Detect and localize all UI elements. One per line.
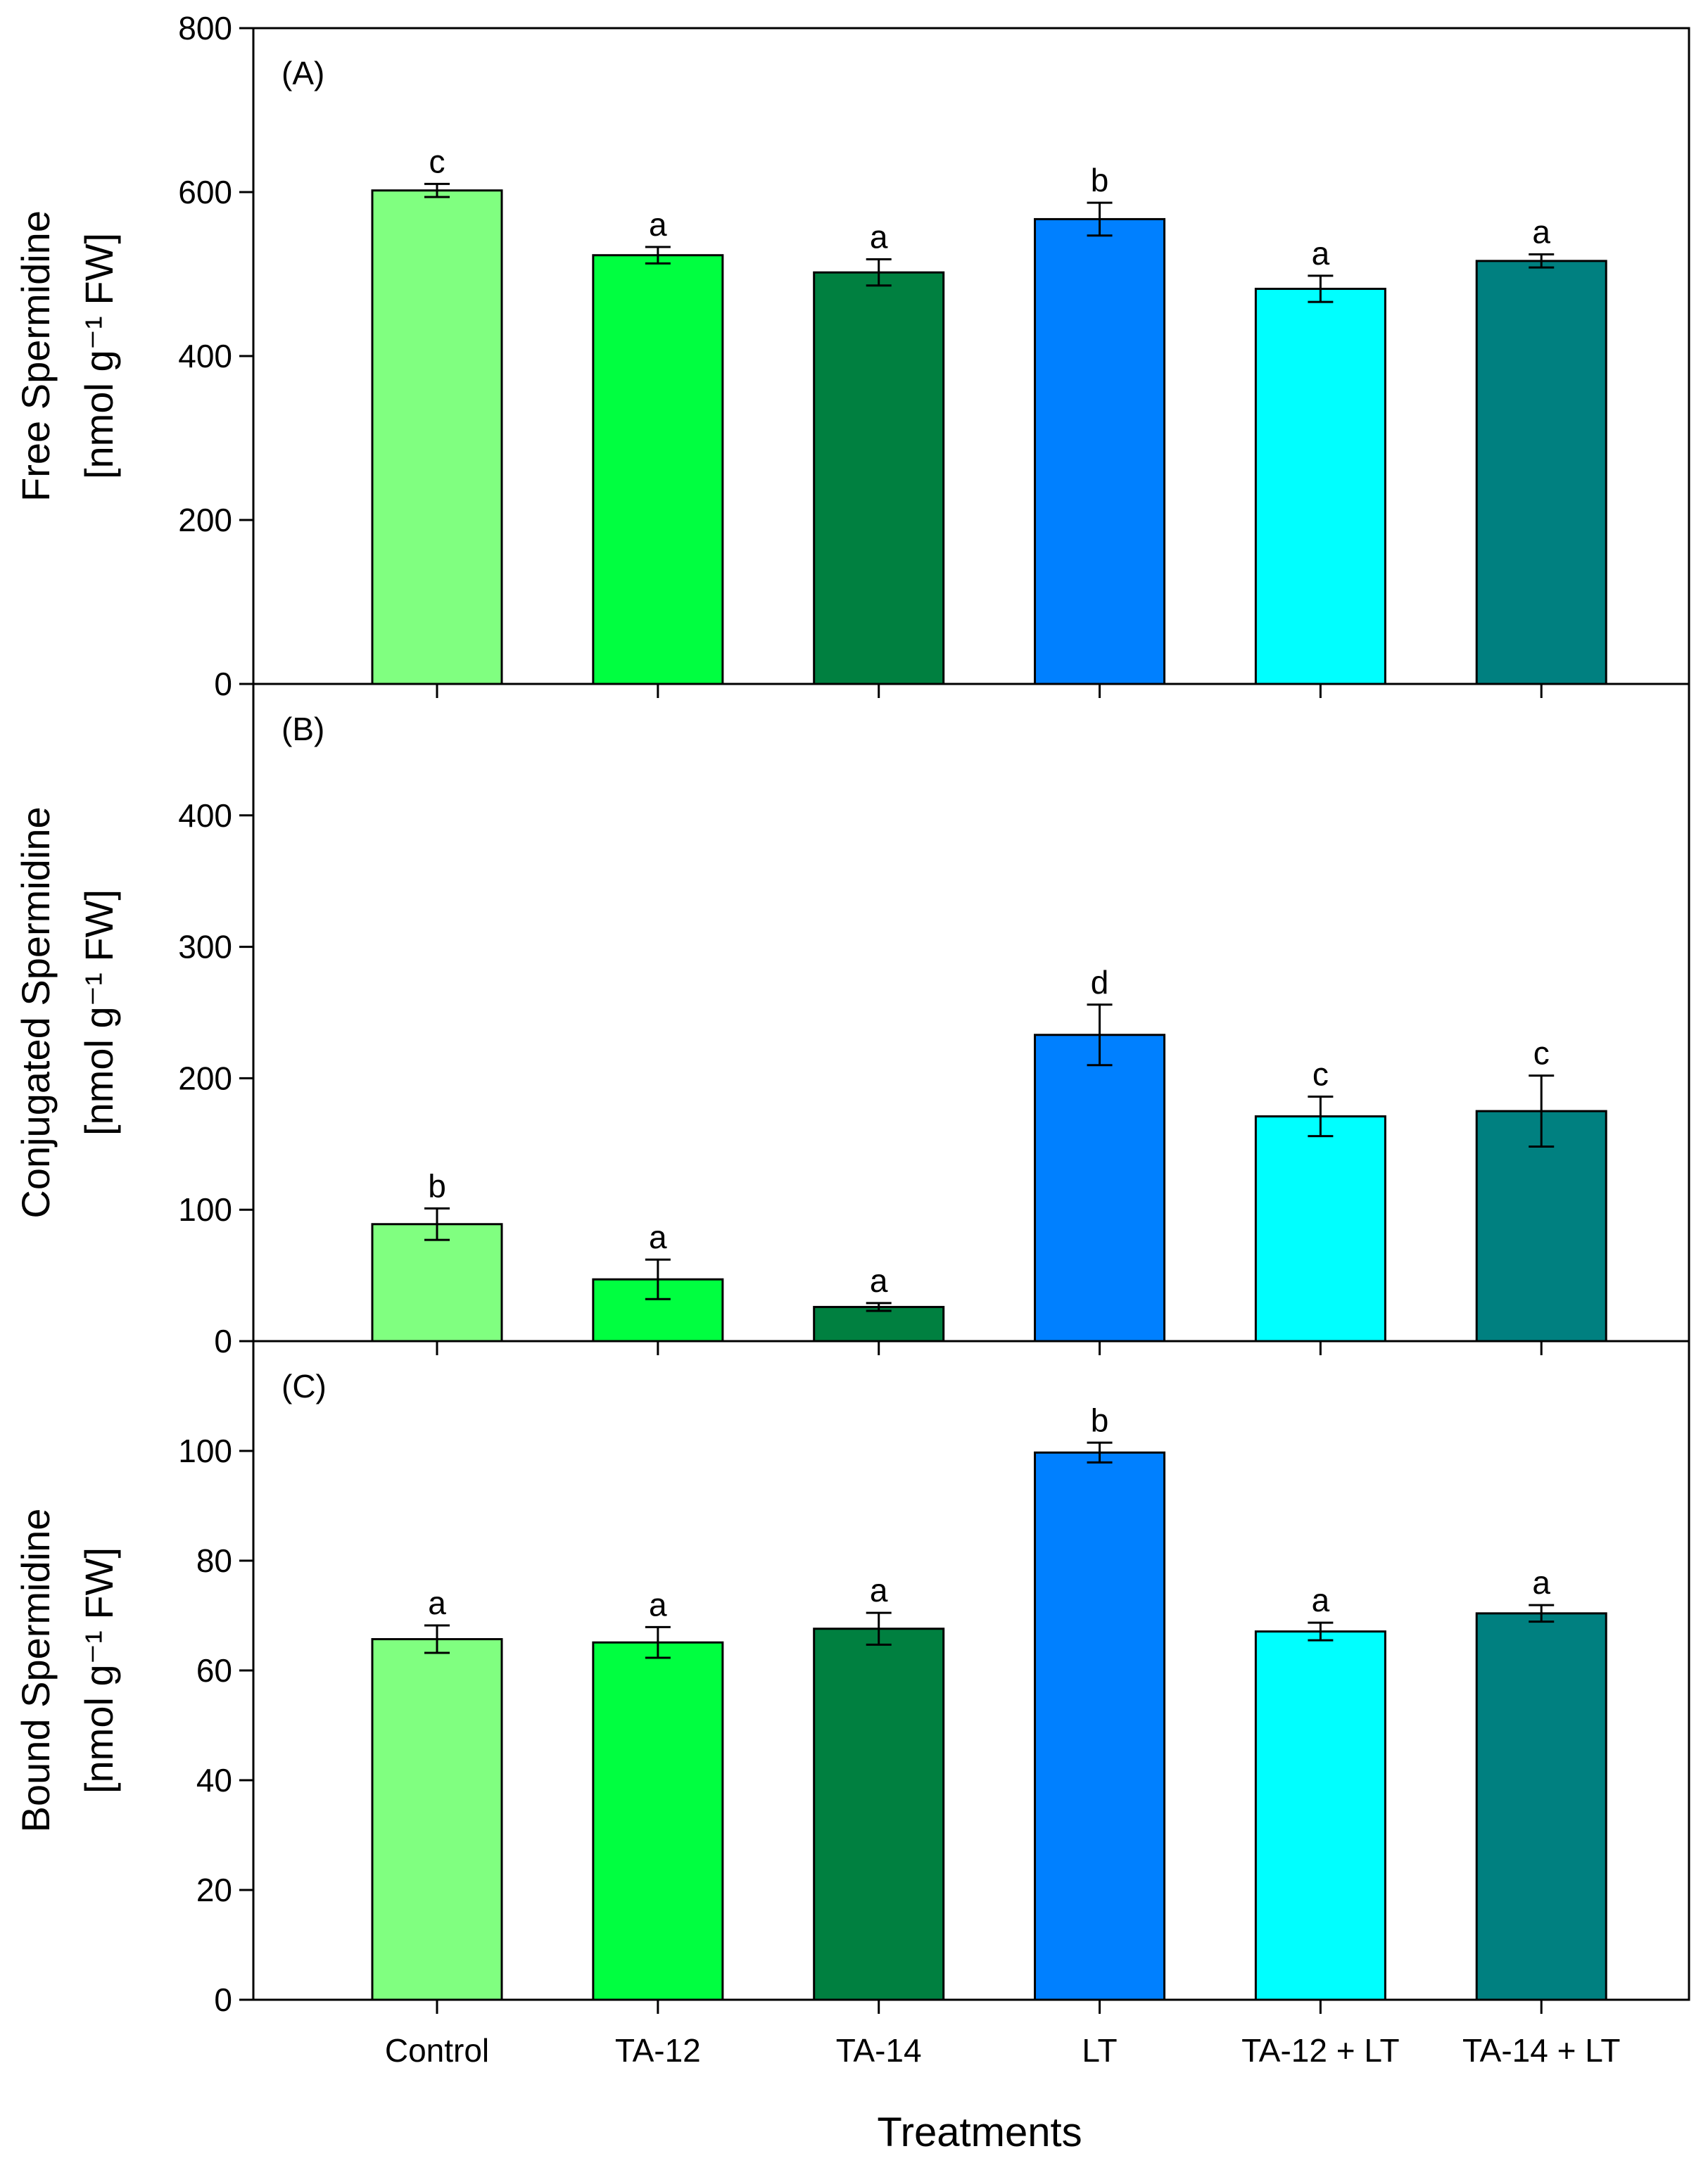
y-tick-label: 100 [178, 1433, 232, 1469]
significance-letter: c [1533, 1035, 1550, 1072]
x-category-label: TA-12 + LT [1241, 2032, 1400, 2069]
significance-letter: a [1312, 1582, 1330, 1618]
significance-letter: a [649, 206, 667, 243]
panel-label: (C) [281, 1368, 327, 1404]
significance-letter: d [1091, 964, 1109, 1001]
bar [813, 271, 945, 685]
y-tick-label: 0 [214, 1981, 232, 2018]
significance-letter: a [1532, 214, 1550, 250]
y-tick-label: 400 [178, 797, 232, 834]
x-axis-title: Treatments [877, 2110, 1082, 2155]
bar [371, 1223, 503, 1343]
significance-letter: b [1091, 1402, 1109, 1438]
y-tick-label: 300 [178, 929, 232, 965]
panel-label: (B) [281, 711, 324, 747]
bar [592, 254, 724, 685]
y-tick-label: 200 [178, 502, 232, 538]
y-axis-units: [nmol g⁻¹ FW] [77, 1547, 121, 1794]
bar [592, 1641, 724, 2001]
y-axis-units: [nmol g⁻¹ FW] [77, 889, 121, 1136]
bar [813, 1628, 945, 2001]
y-tick-label: 100 [178, 1191, 232, 1228]
bar [1475, 1110, 1607, 1343]
significance-letter: a [1312, 235, 1330, 272]
x-category-label: TA-14 [836, 2032, 922, 2069]
bar [1034, 217, 1166, 685]
panel-1: 0 200 400 600 800 (A) Free Spermidine [nmol g⁻¹… [13, 10, 1690, 702]
bar [1254, 287, 1386, 685]
bar [813, 1305, 945, 1343]
bar [1034, 1451, 1166, 2001]
y-tick-label: 60 [196, 1652, 232, 1689]
y-tick-label: 0 [214, 1323, 232, 1359]
bar [1475, 260, 1607, 685]
bar [1254, 1630, 1386, 2001]
bar [371, 189, 503, 685]
significance-letter: c [1312, 1056, 1329, 1093]
y-tick-label: 80 [196, 1542, 232, 1579]
y-tick-label: 600 [178, 174, 232, 210]
y-axis-title: Free Spermidine [13, 210, 58, 502]
significance-letter: a [870, 219, 888, 255]
bar [1475, 1612, 1607, 2001]
x-category-label: LT [1082, 2032, 1117, 2069]
y-axis-title: Bound Spermidine [13, 1509, 58, 1833]
significance-letter: a [649, 1219, 667, 1255]
panel-2: 0 100 200 300 400 (B) Conjugated Spermidine [nm… [13, 683, 1690, 1359]
x-category-label: TA-12 [615, 2032, 701, 2069]
panel-3: 0 20 40 60 80 100 (C) Bound Spermidine [nmol g⁻¹… [13, 1340, 1690, 2069]
significance-letter: a [1532, 1564, 1550, 1601]
significance-letter: a [428, 1585, 446, 1621]
y-tick-label: 400 [178, 338, 232, 374]
y-tick-label: 200 [178, 1060, 232, 1096]
y-tick-label: 800 [178, 10, 232, 46]
significance-letter: a [649, 1586, 667, 1623]
bar [1254, 1115, 1386, 1343]
significance-letter: b [428, 1167, 446, 1204]
panel-label: (A) [281, 55, 324, 91]
significance-letter: a [870, 1572, 888, 1609]
y-tick-label: 20 [196, 1872, 232, 1908]
bar [1034, 1034, 1166, 1343]
significance-letter: b [1091, 162, 1109, 198]
bar [371, 1638, 503, 2001]
y-axis-title: Conjugated Spermidine [13, 806, 58, 1218]
y-tick-label: 40 [196, 1762, 232, 1799]
significance-letter: a [870, 1262, 888, 1299]
y-tick-label: 0 [214, 666, 232, 702]
significance-letter: c [429, 143, 445, 179]
x-category-label: TA-14 + LT [1462, 2032, 1621, 2069]
y-axis-units: [nmol g⁻¹ FW] [77, 233, 121, 479]
x-category-label: Control [385, 2032, 489, 2069]
